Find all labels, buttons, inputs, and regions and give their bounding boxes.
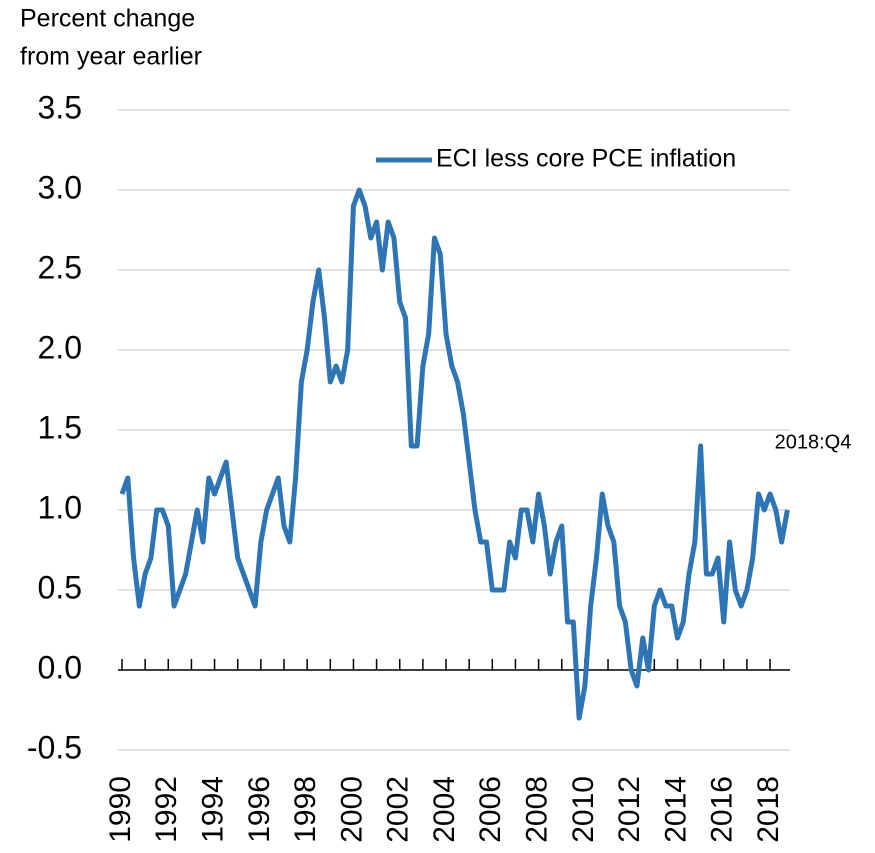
line — [119, 187, 790, 721]
annotation: 2018:Q4 — [775, 431, 852, 453]
y-tick-label: 2.5 — [38, 249, 82, 285]
x-tick-label: 2000 — [335, 776, 368, 843]
x-tick-label: 2016 — [706, 776, 739, 843]
x-tick-label: 2008 — [521, 776, 554, 843]
x-tick-label: 1994 — [196, 776, 229, 843]
x-tick-label: 2004 — [428, 776, 461, 843]
x-tick-label: 1990 — [104, 776, 137, 843]
y-axis-label: from year earlier — [20, 43, 202, 71]
y-axis-label: Percent change — [20, 5, 195, 33]
y-tick-label: 2.0 — [38, 329, 82, 365]
x-tick-label: 2014 — [659, 776, 692, 843]
x-tick-label: 2006 — [474, 776, 507, 843]
y-tick-label: 0.5 — [38, 569, 82, 605]
y-tick-label: 0.0 — [38, 649, 82, 685]
y-tick-label: 1.5 — [38, 409, 82, 445]
legend-label: ECI less core PCE inflation — [436, 145, 736, 173]
x-tick-label: 2010 — [567, 776, 600, 843]
x-tick-label: 2012 — [613, 776, 646, 843]
y-tick-label: -0.5 — [27, 729, 82, 765]
x-tick-label: 2018 — [752, 776, 785, 843]
x-tick-label: 1992 — [150, 776, 183, 843]
y-tick-label: 1.0 — [38, 489, 82, 525]
x-tick-label: 1998 — [289, 776, 322, 843]
x-tick-label: 2002 — [382, 776, 415, 843]
y-tick-label: 3.0 — [38, 169, 82, 205]
x-tick-label: 1996 — [243, 776, 276, 843]
y-tick-label: 3.5 — [38, 89, 82, 125]
